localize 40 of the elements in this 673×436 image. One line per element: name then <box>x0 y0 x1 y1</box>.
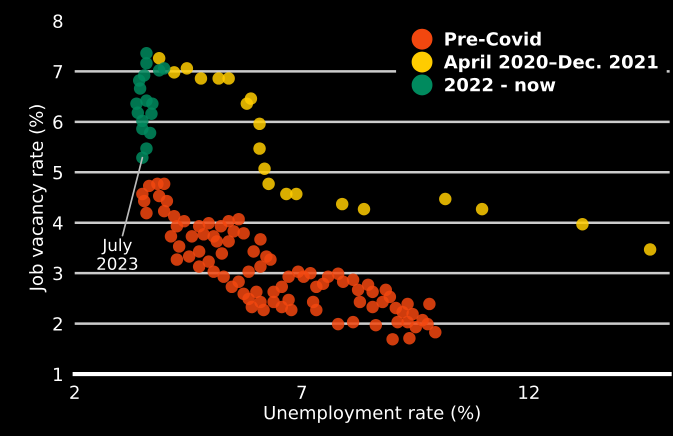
point <box>439 192 452 206</box>
x-tick-label: 12 <box>519 386 539 399</box>
point <box>222 72 235 85</box>
point <box>262 178 275 190</box>
point <box>258 162 271 175</box>
point <box>168 66 180 79</box>
point <box>152 52 166 64</box>
point <box>194 72 208 85</box>
point <box>358 202 370 216</box>
point <box>476 202 488 216</box>
y-axis-title: Job vacancy rate (%) <box>29 105 47 292</box>
y-tick-label: 1 <box>54 368 62 381</box>
legend-label: April 2020–Dec. 2021 <box>444 54 658 72</box>
x-tick-label: 7 <box>298 386 306 399</box>
y-tick-label: 3 <box>53 266 62 280</box>
point <box>140 94 153 107</box>
x-tick-label: 2 <box>70 386 79 399</box>
y-tick-label: 7 <box>54 65 62 78</box>
point <box>576 218 589 230</box>
point <box>158 62 170 75</box>
y-tick-label: 2 <box>53 317 62 330</box>
point <box>144 126 156 140</box>
point <box>180 62 194 75</box>
point <box>244 92 258 105</box>
point <box>290 188 303 200</box>
y-tick-label: 5 <box>54 166 62 180</box>
x-axis-title: Unemployment rate (%) <box>264 405 480 423</box>
point <box>336 198 348 210</box>
legend-label: Pre-Covid <box>445 32 541 46</box>
point <box>145 108 158 120</box>
point <box>253 142 266 155</box>
annotation: July 2023 <box>97 238 138 270</box>
y-tick-label: 4 <box>52 216 63 230</box>
point <box>140 57 153 70</box>
y-tick-label: 8 <box>53 14 62 28</box>
point <box>134 82 146 95</box>
legend-label: 2022 - now <box>445 78 556 92</box>
point <box>644 243 656 256</box>
y-tick-label: 6 <box>53 115 62 129</box>
point <box>253 118 266 130</box>
